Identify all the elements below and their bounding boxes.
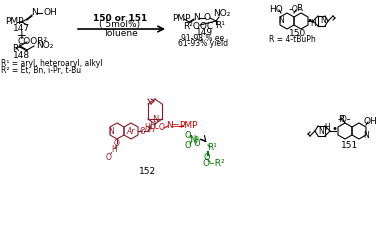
- Text: R² = Et, Bn, i-Pr, t-Bu: R² = Et, Bn, i-Pr, t-Bu: [1, 65, 81, 75]
- Text: •: •: [332, 124, 338, 134]
- Text: R²OOC: R²OOC: [183, 22, 213, 32]
- Text: OH: OH: [363, 118, 377, 126]
- Text: N: N: [318, 126, 324, 136]
- Text: Toluene: Toluene: [103, 29, 137, 39]
- Text: NO₂: NO₂: [36, 41, 53, 50]
- Text: NO₂: NO₂: [213, 9, 230, 19]
- Text: Ar: Ar: [127, 126, 135, 136]
- Text: N: N: [32, 8, 38, 18]
- Text: H: H: [149, 122, 155, 130]
- Text: 149: 149: [196, 28, 214, 38]
- Text: 61-93% yield: 61-93% yield: [178, 40, 228, 48]
- Text: OH: OH: [44, 8, 58, 18]
- Text: 91-98 % ee: 91-98 % ee: [181, 35, 225, 43]
- Text: 150 or 151: 150 or 151: [93, 15, 147, 23]
- Text: O: O: [185, 141, 191, 149]
- Text: N: N: [108, 126, 114, 136]
- Text: R = 4-tBuPh: R = 4-tBuPh: [269, 36, 316, 44]
- Text: O: O: [185, 130, 191, 140]
- Text: H: H: [310, 20, 316, 28]
- Text: R¹: R¹: [12, 44, 22, 54]
- Text: H: H: [111, 145, 117, 155]
- Text: 150: 150: [289, 29, 307, 39]
- Text: H: H: [149, 125, 155, 135]
- Text: 152: 152: [140, 167, 156, 177]
- Text: 148: 148: [13, 52, 31, 61]
- Text: 151: 151: [341, 142, 359, 150]
- Text: –O–: –O–: [337, 116, 351, 124]
- Text: ⊕: ⊕: [193, 136, 199, 141]
- Text: H: H: [324, 124, 330, 132]
- Text: R¹ = aryl, heteroaryl, alkyl: R¹ = aryl, heteroaryl, alkyl: [1, 60, 102, 68]
- Text: R¹: R¹: [215, 21, 225, 30]
- Text: +: +: [17, 29, 27, 42]
- Text: ( 5mol%): ( 5mol%): [100, 21, 141, 29]
- Text: N: N: [320, 17, 326, 25]
- Text: PMP: PMP: [172, 15, 191, 23]
- Text: –O–: –O–: [288, 5, 302, 15]
- Text: O: O: [203, 14, 211, 22]
- Text: HO: HO: [269, 5, 283, 15]
- Text: N: N: [363, 130, 369, 140]
- Text: O: O: [204, 152, 211, 162]
- Text: N: N: [194, 14, 200, 22]
- Text: R: R: [338, 115, 344, 124]
- Text: N: N: [189, 136, 195, 144]
- Text: N: N: [167, 122, 173, 130]
- Text: O‒R²: O‒R²: [203, 160, 225, 168]
- Text: 147: 147: [13, 24, 31, 34]
- Text: PMP: PMP: [5, 18, 24, 26]
- Text: H: H: [144, 124, 150, 132]
- Text: R: R: [296, 4, 302, 14]
- Text: PMP: PMP: [179, 122, 197, 130]
- Text: R¹: R¹: [207, 144, 217, 152]
- Text: =: =: [171, 122, 179, 130]
- Text: N: N: [152, 115, 158, 124]
- Text: O: O: [159, 124, 165, 132]
- Text: COOR²: COOR²: [18, 38, 48, 46]
- Text: O: O: [194, 140, 200, 148]
- Text: N: N: [278, 17, 284, 25]
- Text: O: O: [106, 152, 112, 162]
- Text: •: •: [307, 16, 313, 26]
- Text: O: O: [114, 140, 120, 148]
- Text: O: O: [140, 126, 146, 136]
